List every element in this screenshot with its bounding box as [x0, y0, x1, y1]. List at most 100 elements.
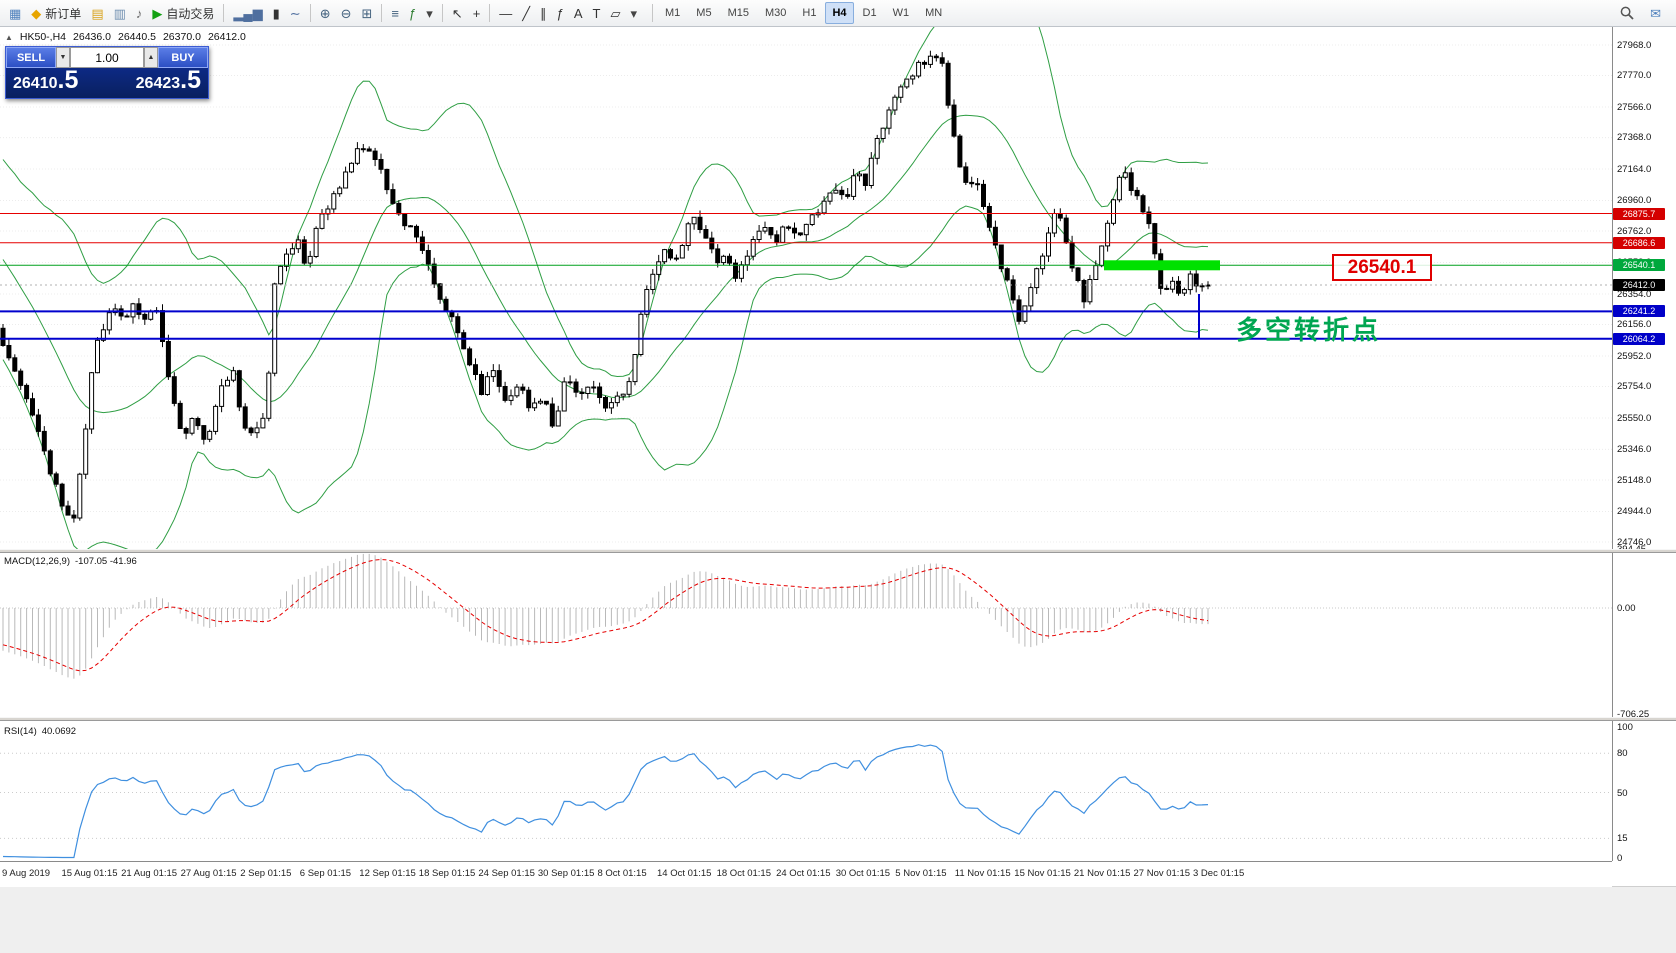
time-axis-label: 24 Oct 01:15	[776, 868, 831, 879]
time-axis-label: 21 Aug 01:15	[121, 868, 178, 879]
community-button[interactable]: ✉	[1645, 2, 1666, 24]
rsi-panel-separator[interactable]	[0, 717, 1676, 721]
timeframe-M15[interactable]: M15	[727, 7, 749, 19]
indicators-dropdown[interactable]: ▾	[421, 2, 438, 24]
volume-decrease-button[interactable]: ▼	[56, 47, 70, 68]
time-axis-label: 18 Sep 01:15	[418, 868, 476, 879]
shapes-tool-button[interactable]: ▱	[605, 2, 625, 24]
time-axis-label: 21 Nov 01:15	[1073, 868, 1131, 879]
navigator-button[interactable]: ≡	[386, 2, 404, 24]
ohlc-high: 26440.5	[118, 31, 156, 43]
search-button[interactable]	[1615, 2, 1639, 24]
ohlc-collapse-icon[interactable]: ▲	[5, 32, 13, 42]
bar-chart-button[interactable]: ▂▄▆	[228, 2, 267, 24]
candlestick-icon: ▮	[272, 5, 280, 21]
channel-tool-button[interactable]: ∥	[535, 2, 552, 24]
text-tool-button[interactable]: A	[569, 2, 588, 24]
toolbar: ▦ ◆ 新订单 ▤ ▥ ♪ ▶ 自动交易 ▂▄▆ ▮ ∼ ⊕ ⊖ ⊞ ≡ ƒ ▾ ↖ + — ╱ ∥ ƒ A T ▱ ▾ M1 M5 M…	[0, 0, 1676, 27]
level-price-box: 26241.2	[1613, 305, 1665, 318]
toolbar-separator	[381, 4, 383, 22]
open-file-button[interactable]: ▤	[86, 2, 108, 24]
macd-histogram	[2, 553, 1209, 679]
time-axis-label: 30 Oct 01:15	[835, 868, 891, 879]
toolbar-groups: ▦ ◆ 新订单 ▤ ▥ ♪ ▶ 自动交易 ▂▄▆ ▮ ∼ ⊕ ⊖ ⊞ ≡ ƒ ▾ ↖ + — ╱ ∥ ƒ A T ▱ ▾	[4, 2, 642, 24]
sell-button[interactable]: SELL	[6, 47, 56, 68]
time-axis-label: 8 Oct 01:15	[597, 868, 647, 879]
timeframe-MN[interactable]: MN	[925, 7, 943, 19]
rsi-axis-label: 100	[1617, 722, 1633, 733]
buy-button[interactable]: BUY	[158, 47, 208, 68]
timeframe-D1[interactable]: D1	[862, 7, 877, 19]
zoom-in-button[interactable]: ⊕	[315, 2, 336, 24]
price-tick-label: 26354.0	[1617, 288, 1652, 300]
profiles-button[interactable]: ▥	[109, 2, 131, 24]
indicators-button[interactable]: ƒ	[404, 2, 421, 24]
bid-price-main: 26410	[13, 75, 58, 92]
cursor-icon: ↖	[451, 5, 463, 21]
turning-point-label[interactable]: 多空转折点	[1236, 315, 1382, 345]
price-tick-label: 25952.0	[1617, 350, 1652, 362]
cursor-button[interactable]: ↖	[447, 2, 468, 24]
fibonacci-tool-button[interactable]: ƒ	[552, 2, 569, 24]
bid-price-frac: .5	[57, 66, 79, 94]
highlight-segment[interactable]	[1104, 260, 1220, 271]
timeframe-M1[interactable]: M1	[665, 7, 681, 19]
timeframe-W1[interactable]: W1	[892, 7, 910, 19]
time-axis-label: 14 Oct 01:15	[657, 868, 712, 879]
new-chart-button[interactable]: ▦	[4, 2, 26, 24]
toolbar-separator	[223, 4, 225, 22]
alerts-button[interactable]: ♪	[131, 2, 148, 24]
time-axis[interactable]: 9 Aug 2019 15 Aug 01:15 21 Aug 01:15 27 Aug…	[0, 861, 1612, 887]
bollinger-bands	[2, 27, 1209, 549]
price-callout-label[interactable]: 26540.1	[1332, 254, 1432, 281]
new-order-button[interactable]: ◆ 新订单	[26, 2, 86, 24]
tile-windows-button[interactable]: ⊞	[357, 2, 378, 24]
crosshair-button[interactable]: +	[468, 2, 486, 24]
timeframe-M5[interactable]: M5	[696, 7, 712, 19]
price-chart[interactable]	[0, 27, 1612, 549]
rsi-axis-label: 15	[1617, 833, 1628, 845]
zoom-out-button[interactable]: ⊖	[336, 2, 357, 24]
price-tick-label: 26960.0	[1617, 195, 1652, 206]
rsi-panel[interactable]	[0, 721, 1612, 861]
fibonacci-icon: ƒ	[556, 5, 564, 21]
rsi-value: 40.0692	[41, 726, 77, 737]
trade-panel-prices: 26410.5 26423.5	[6, 68, 208, 98]
time-axis-label: 24 Sep 01:15	[478, 868, 535, 879]
time-axis-label: 30 Sep 01:15	[537, 868, 595, 879]
price-axis-border	[1612, 27, 1613, 861]
time-axis-label: 3 Dec 01:15	[1193, 868, 1245, 879]
new-order-button-label: 新订单	[45, 6, 82, 21]
toolbar-separator	[441, 4, 443, 22]
label-tool-button[interactable]: T	[588, 2, 606, 24]
macd-panel-separator[interactable]	[0, 549, 1676, 553]
candles[interactable]	[0, 50, 1211, 523]
macd-signal-line	[2, 558, 1209, 672]
indicator-function-icon: ƒ	[409, 5, 417, 21]
timeframe-H1[interactable]: H1	[802, 7, 817, 19]
line-chart-icon: ∼	[289, 5, 301, 21]
timeframe-M30[interactable]: M30	[764, 7, 787, 19]
shapes-dropdown[interactable]: ▾	[625, 2, 642, 24]
price-tick-label: 27968.0	[1617, 39, 1652, 51]
timeframe-H4[interactable]: H4	[825, 2, 854, 24]
time-axis-label: 15 Aug 01:15	[61, 868, 118, 879]
volume-input[interactable]	[70, 47, 144, 68]
hline-tool-button[interactable]: —	[494, 2, 517, 24]
time-axis-label: 27 Aug 01:15	[180, 868, 237, 879]
trendline-tool-button[interactable]: ╱	[517, 2, 535, 24]
rsi-title: RSI(14)	[4, 726, 37, 737]
level-price-box: 26875.7	[1613, 207, 1665, 220]
volume-increase-button[interactable]: ▲	[144, 47, 158, 68]
bar-chart-icon: ▂▄▆	[233, 5, 263, 21]
autotrading-button[interactable]: ▶ 自动交易	[147, 2, 219, 24]
candlestick-button[interactable]: ▮	[268, 2, 285, 24]
line-chart-button[interactable]: ∼	[285, 2, 306, 24]
tile-windows-icon: ⊞	[361, 5, 373, 21]
macd-panel[interactable]	[0, 553, 1612, 717]
ohlc-low: 26370.0	[162, 31, 201, 43]
price-tick-label: 25148.0	[1617, 474, 1652, 486]
ask-price-frac: .5	[180, 66, 201, 94]
ohlc-open: 26436.0	[73, 31, 111, 43]
